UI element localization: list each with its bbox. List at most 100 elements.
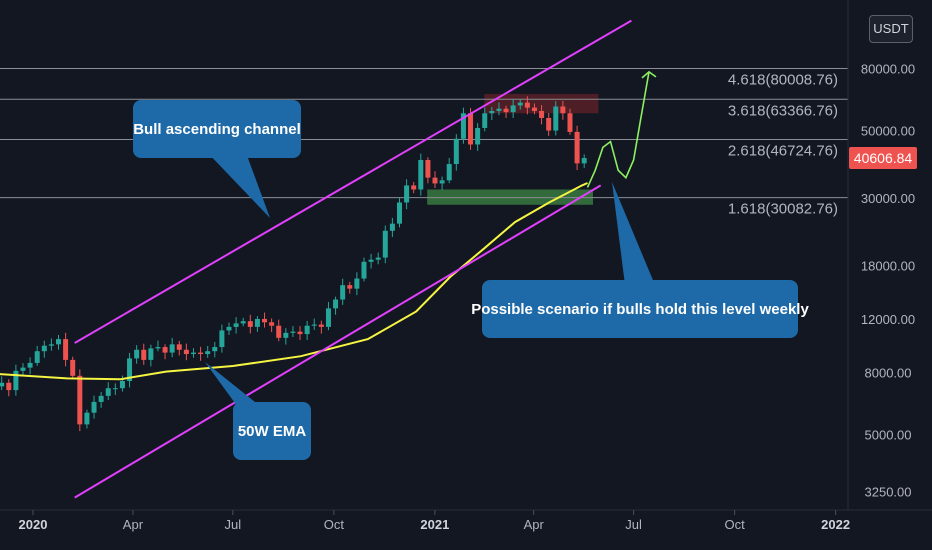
y-tick-label: 18000.00 bbox=[861, 258, 915, 273]
candle-body bbox=[176, 344, 182, 350]
candle-body bbox=[212, 347, 218, 352]
channel-layer bbox=[74, 19, 632, 499]
candle-body bbox=[84, 412, 90, 425]
candle-body bbox=[318, 324, 324, 327]
candle-body bbox=[0, 382, 5, 387]
current-price-tag-box bbox=[849, 147, 917, 170]
candle-body bbox=[325, 308, 331, 327]
candle-body bbox=[460, 113, 466, 139]
current-price-tag: 40606.84 bbox=[849, 147, 917, 170]
projection-arrowhead bbox=[641, 70, 657, 79]
x-tick-label: Apr bbox=[123, 517, 144, 532]
y-tick-label: 140000.00 bbox=[857, 0, 918, 3]
candle-body bbox=[155, 347, 161, 349]
candle-body bbox=[169, 344, 175, 353]
candle-body bbox=[219, 330, 225, 348]
candle-body bbox=[13, 370, 19, 391]
candle-body bbox=[396, 202, 402, 224]
candle-body bbox=[205, 351, 211, 355]
candle-body bbox=[141, 349, 147, 360]
projection-path bbox=[586, 71, 650, 188]
ema-50w-line bbox=[0, 182, 588, 381]
candle-body bbox=[112, 388, 118, 390]
candle-body bbox=[290, 331, 296, 333]
candle-body bbox=[98, 395, 104, 402]
fib-level-label: 2.618(46724.76) bbox=[728, 143, 838, 160]
candle-body bbox=[162, 347, 168, 353]
y-tick-label: 80000.00 bbox=[861, 62, 915, 77]
candle-body bbox=[489, 110, 495, 114]
fibonacci-levels: 4.618(80008.76) 3.618(63366.76) 2.618(4672… bbox=[0, 68, 848, 218]
candle-body bbox=[240, 321, 246, 324]
candle-body bbox=[48, 344, 54, 346]
callout-scenario-text: Possible scenario if bulls hold this lev… bbox=[471, 301, 809, 318]
fib-level-label: 3.618(63366.76) bbox=[728, 102, 838, 119]
candle-body bbox=[517, 102, 523, 106]
candle-body bbox=[496, 108, 502, 111]
candle-body bbox=[418, 160, 424, 190]
callout-channel-text: Bull ascending channel bbox=[133, 121, 301, 138]
axes-layer bbox=[0, 0, 932, 511]
candle-body bbox=[304, 325, 310, 335]
candle-body bbox=[560, 106, 566, 114]
candle-body bbox=[333, 299, 339, 309]
channel-lower-line bbox=[74, 184, 602, 499]
x-axis-labels: 2020 Apr Jul Oct 2021 Apr Jul Oct 2022 bbox=[19, 510, 850, 532]
candle-body bbox=[91, 401, 97, 413]
callout-ema[interactable]: 50W EMA bbox=[205, 362, 311, 460]
candle-body bbox=[524, 102, 530, 108]
y-tick-label: 3250.00 bbox=[865, 484, 912, 499]
candle-body bbox=[311, 324, 317, 326]
candle-body bbox=[468, 113, 474, 145]
candle-body bbox=[553, 106, 559, 131]
candle-body bbox=[389, 223, 395, 231]
candle-body bbox=[148, 348, 154, 360]
candle-body bbox=[283, 332, 289, 338]
x-tick-label: Apr bbox=[524, 517, 545, 532]
y-tick-label: 12000.00 bbox=[861, 312, 915, 327]
y-axis-labels: 140000.00 80000.00 50000.00 30000.00 18000.0… bbox=[857, 0, 918, 499]
candle-body bbox=[56, 339, 62, 345]
x-tick-label: Oct bbox=[725, 517, 746, 532]
candle-body bbox=[198, 352, 204, 355]
callout-ema-pointer bbox=[205, 362, 265, 410]
candle-body bbox=[503, 108, 509, 113]
candle-body bbox=[354, 278, 360, 289]
y-tick-label: 5000.00 bbox=[865, 428, 912, 443]
candle-body bbox=[375, 257, 381, 260]
x-tick-label: 2022 bbox=[821, 517, 850, 532]
candle-body bbox=[446, 164, 452, 181]
callout-channel[interactable]: Bull ascending channel bbox=[133, 100, 301, 218]
candle-body bbox=[262, 318, 268, 323]
candle-body bbox=[482, 113, 488, 128]
candle-body bbox=[475, 127, 481, 145]
candle-body bbox=[27, 362, 33, 368]
candle-body bbox=[34, 351, 40, 363]
candle-body bbox=[404, 185, 410, 203]
candle-body bbox=[70, 359, 76, 376]
projection-layer bbox=[586, 70, 657, 188]
x-tick-label: 2021 bbox=[420, 517, 449, 532]
candle-body bbox=[382, 230, 388, 258]
candle-body bbox=[119, 380, 125, 389]
candle-body bbox=[233, 323, 239, 327]
candle-body bbox=[105, 388, 111, 396]
currency-badge[interactable]: USDT bbox=[869, 15, 913, 43]
callout-channel-pointer bbox=[205, 150, 270, 218]
x-tick-label: Jul bbox=[225, 517, 242, 532]
candle-body bbox=[368, 259, 374, 262]
candle-body bbox=[127, 358, 133, 381]
candle-body bbox=[269, 322, 275, 326]
y-tick-label: 50000.00 bbox=[861, 124, 915, 139]
ema-layer bbox=[0, 182, 588, 381]
candle-body bbox=[297, 331, 303, 335]
candle-body bbox=[183, 349, 189, 355]
candles-layer bbox=[0, 96, 587, 432]
callout-scenario[interactable]: Possible scenario if bulls hold this lev… bbox=[471, 182, 809, 338]
fib-level-label: 1.618(30082.76) bbox=[728, 201, 838, 218]
current-price-value: 40606.84 bbox=[854, 150, 913, 166]
candle-body bbox=[546, 117, 552, 131]
candle-body bbox=[247, 321, 253, 327]
